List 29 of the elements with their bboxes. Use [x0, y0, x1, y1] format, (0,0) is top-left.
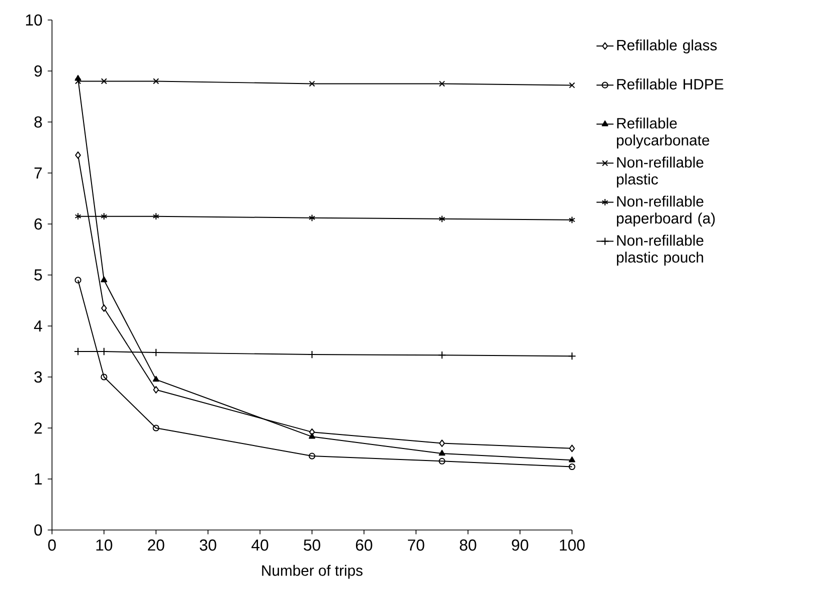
- x-tick-label: 10: [96, 539, 112, 551]
- x-axis-title: Number of trips: [262, 564, 363, 579]
- legend-label: Non-refillable plastic: [616, 156, 704, 188]
- y-tick-label: 3: [34, 371, 42, 383]
- legend-label: Non-refillable plastic pouch: [616, 234, 704, 266]
- y-tick-label: 10: [26, 14, 42, 26]
- x-tick-label: 30: [200, 539, 216, 551]
- x-tick-label: 90: [512, 539, 528, 551]
- y-tick-label: 0: [34, 524, 42, 536]
- x-tick-label: 50: [304, 539, 320, 551]
- x-tick-label: 100: [560, 539, 585, 551]
- x-tick-label: 20: [148, 539, 164, 551]
- y-tick-label: 7: [34, 168, 42, 178]
- legend-label: Refillable polycarbonate: [616, 118, 710, 148]
- legend-label: Non-refillable paperboard (a): [616, 196, 715, 227]
- x-tick-label: 70: [408, 539, 424, 551]
- y-tick-label: 9: [34, 65, 42, 77]
- y-tick-label: 5: [34, 269, 42, 281]
- x-tick-label: 40: [251, 539, 268, 551]
- x-tick-label: 80: [460, 539, 476, 551]
- legend-label: Refillable HDPE: [617, 78, 724, 90]
- x-tick-label: 60: [356, 539, 372, 551]
- x-tick-label: 0: [48, 539, 56, 551]
- y-tick-label: 6: [34, 218, 42, 230]
- y-tick-label: 8: [34, 116, 42, 128]
- y-tick-label: 2: [34, 422, 42, 434]
- y-tick-label: 4: [34, 320, 42, 332]
- legend-label: Refillable glass: [617, 39, 717, 54]
- y-tick-label: 1: [34, 474, 42, 484]
